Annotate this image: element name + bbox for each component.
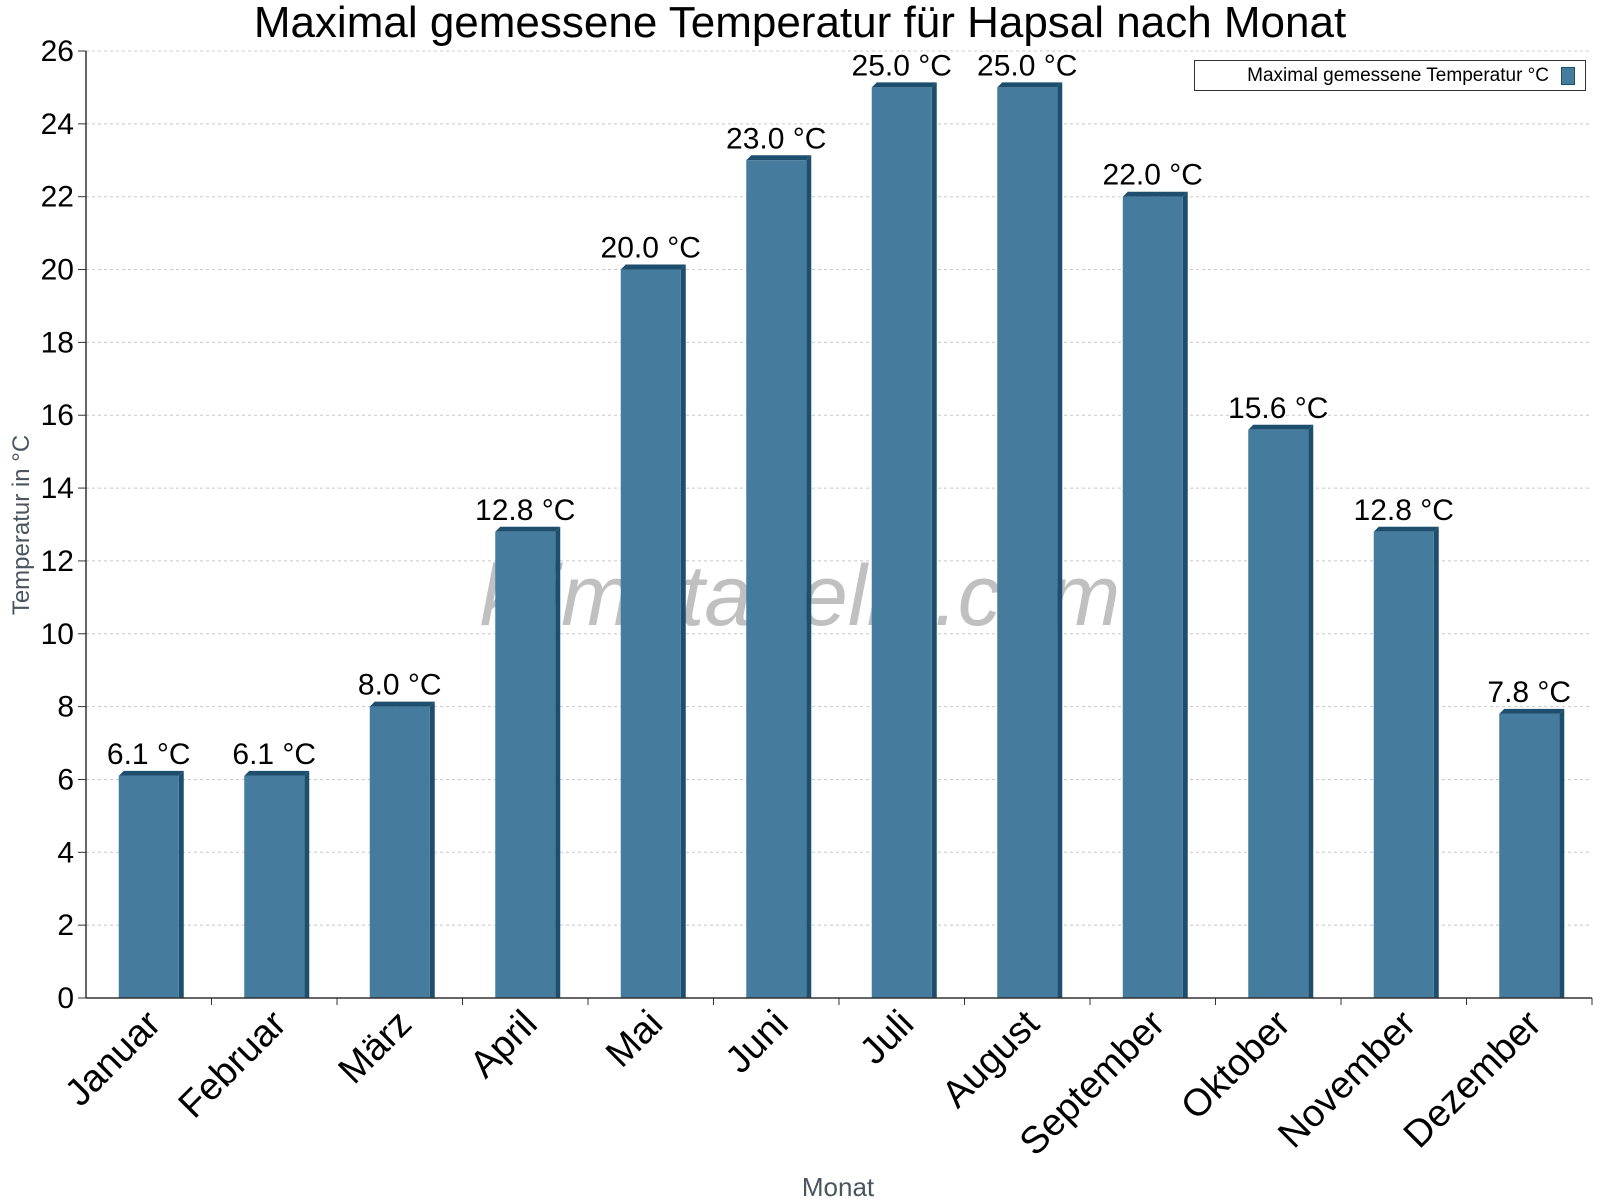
y-tick-label: 10 xyxy=(41,618,74,651)
data-label: 12.8 °C xyxy=(1354,494,1454,527)
bar xyxy=(871,87,932,998)
bar-top xyxy=(118,770,184,776)
data-label: 6.1 °C xyxy=(232,738,316,771)
bar-side xyxy=(680,264,686,998)
x-tick-label: Juli xyxy=(852,1003,922,1073)
y-tick-label: 12 xyxy=(41,545,74,578)
bar xyxy=(1248,429,1309,998)
bar-side xyxy=(304,770,310,998)
data-label: 25.0 °C xyxy=(852,49,952,82)
data-label: 15.6 °C xyxy=(1228,392,1328,425)
x-tick-label: März xyxy=(331,1003,420,1092)
bar xyxy=(746,160,807,998)
bar-side xyxy=(555,526,561,998)
bar xyxy=(369,706,430,998)
x-tick-label: Februar xyxy=(171,1002,295,1126)
bar-side xyxy=(1433,526,1439,998)
bar-top xyxy=(369,701,435,707)
bar xyxy=(1122,196,1183,998)
bar-side xyxy=(1182,191,1188,998)
data-label: 7.8 °C xyxy=(1487,676,1571,709)
x-tick-label: Mai xyxy=(598,1003,671,1076)
bar-side xyxy=(429,701,435,998)
bar xyxy=(1373,531,1434,998)
bar xyxy=(244,775,305,998)
data-label: 23.0 °C xyxy=(726,122,826,155)
y-tick-label: 8 xyxy=(57,691,74,724)
bar-top xyxy=(1373,526,1439,532)
bar-side xyxy=(178,770,184,998)
bar-top xyxy=(997,82,1063,88)
y-tick-label: 26 xyxy=(41,35,74,68)
y-tick-label: 18 xyxy=(41,326,74,359)
x-tick-label: April xyxy=(462,1003,545,1086)
legend-label: Maximal gemessene Temperatur °C xyxy=(1247,64,1549,86)
bar-top xyxy=(871,82,937,88)
bar-top xyxy=(620,264,686,270)
bar-top xyxy=(746,155,812,161)
y-tick-label: 14 xyxy=(41,472,74,505)
bar-top xyxy=(1122,191,1188,197)
y-tick-label: 6 xyxy=(57,763,74,796)
x-axis-label: Monat xyxy=(801,1172,875,1202)
data-label: 8.0 °C xyxy=(358,669,442,702)
y-tick-label: 2 xyxy=(57,909,74,942)
y-tick-label: 16 xyxy=(41,399,74,432)
bar-side xyxy=(1057,82,1063,998)
bar xyxy=(495,531,556,998)
x-tick-label: Januar xyxy=(57,1002,169,1114)
legend-swatch xyxy=(1561,66,1575,85)
data-label: 22.0 °C xyxy=(1103,159,1203,192)
bar-top xyxy=(1248,424,1314,430)
x-tick-label: Juni xyxy=(718,1003,797,1082)
bar-side xyxy=(1559,708,1565,998)
data-label: 12.8 °C xyxy=(475,494,575,527)
x-tick-label: Dezember xyxy=(1396,1002,1550,1156)
bar xyxy=(620,269,681,998)
bar xyxy=(118,775,179,998)
y-tick-label: 22 xyxy=(41,181,74,214)
data-label: 6.1 °C xyxy=(107,738,191,771)
bar xyxy=(1499,713,1560,998)
bar-side xyxy=(1308,424,1314,998)
x-tick-label: Oktober xyxy=(1173,1002,1299,1128)
bar-side xyxy=(806,155,812,998)
data-label: 25.0 °C xyxy=(977,49,1077,82)
x-tick-label: August xyxy=(934,1002,1048,1116)
legend: Maximal gemessene Temperatur °C xyxy=(1194,60,1586,91)
bar-side xyxy=(931,82,937,998)
data-label: 20.0 °C xyxy=(601,232,701,265)
y-tick-label: 0 xyxy=(57,982,74,1015)
y-tick-label: 24 xyxy=(41,108,74,141)
bar-top xyxy=(495,526,561,532)
bar xyxy=(997,87,1058,998)
chart-title: Maximal gemessene Temperatur für Hapsal … xyxy=(253,0,1347,47)
bar-top xyxy=(244,770,310,776)
y-tick-label: 20 xyxy=(41,254,74,287)
y-tick-label: 4 xyxy=(57,836,74,869)
bar-top xyxy=(1499,708,1565,714)
